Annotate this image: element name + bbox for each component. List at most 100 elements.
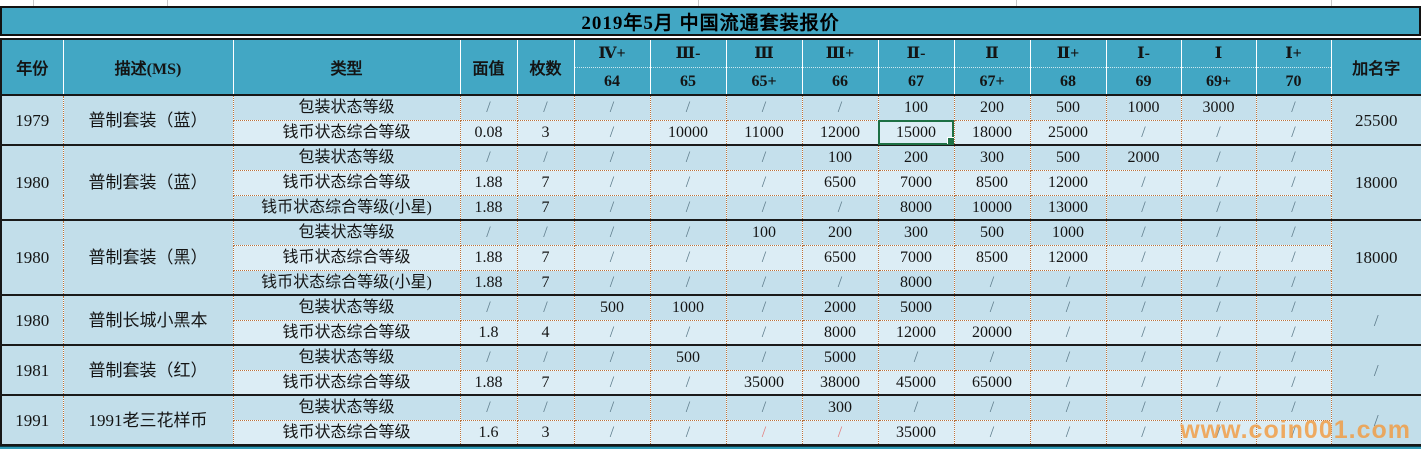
cell-grade-value[interactable]: / xyxy=(1255,119,1332,146)
cell-grade-value[interactable]: / xyxy=(1105,419,1182,446)
cell-extra[interactable]: 25500 xyxy=(1330,94,1421,146)
cell-pieces[interactable]: 4 xyxy=(516,319,575,346)
cell-grade-value[interactable]: / xyxy=(573,119,651,146)
cell-type[interactable]: 包装状态等级 xyxy=(232,219,461,246)
cell-grade-value[interactable]: 500 xyxy=(1029,94,1107,121)
cell-grade-value[interactable]: 6500 xyxy=(801,244,879,271)
cell-grade-value[interactable]: 10000 xyxy=(649,119,727,146)
cell-grade-value[interactable]: / xyxy=(725,344,803,371)
cell-grade-value[interactable]: / xyxy=(1180,419,1257,446)
cell-pieces[interactable]: 7 xyxy=(516,369,575,396)
cell-pieces[interactable]: 7 xyxy=(516,269,575,296)
cell-grade-value[interactable]: 200 xyxy=(877,144,955,171)
cell-grade-value[interactable]: / xyxy=(1255,394,1332,421)
cell-grade-value[interactable]: / xyxy=(725,194,803,221)
cell-grade-value[interactable]: 15000 xyxy=(877,119,955,146)
cell-face-value[interactable]: 1.8 xyxy=(459,319,518,346)
cell-grade-value[interactable]: 300 xyxy=(877,219,955,246)
cell-grade-value[interactable]: / xyxy=(573,319,651,346)
cell-grade-value[interactable]: / xyxy=(649,219,727,246)
cell-grade-value[interactable]: / xyxy=(1255,344,1332,371)
cell-grade-value[interactable]: 18000 xyxy=(953,119,1031,146)
cell-grade-value[interactable]: 300 xyxy=(801,394,879,421)
cell-pieces[interactable]: 3 xyxy=(516,419,575,446)
cell-grade-value[interactable]: / xyxy=(649,144,727,171)
cell-type[interactable]: 钱币状态综合等级(小星) xyxy=(232,194,461,221)
cell-grade-value[interactable]: 5000 xyxy=(877,294,955,321)
column-header-grade[interactable]: Ⅳ+ 64 xyxy=(573,38,651,96)
column-header-grade[interactable]: Ⅰ+ 70 xyxy=(1255,38,1332,96)
cell-type[interactable]: 钱币状态综合等级(小星) xyxy=(232,269,461,296)
cell-type[interactable]: 包装状态等级 xyxy=(232,94,461,121)
cell-face-value[interactable]: / xyxy=(459,94,518,121)
cell-pieces[interactable]: / xyxy=(516,394,575,421)
cell-grade-value[interactable]: / xyxy=(1180,194,1257,221)
cell-grade-value[interactable]: 11000 xyxy=(725,119,803,146)
cell-pieces[interactable]: 7 xyxy=(516,244,575,271)
cell-grade-value[interactable]: / xyxy=(725,294,803,321)
cell-grade-value[interactable]: / xyxy=(953,294,1031,321)
column-header-pieces[interactable]: 枚数 xyxy=(516,38,575,96)
column-header-grade[interactable]: Ⅱ 67+ xyxy=(953,38,1031,96)
cell-extra[interactable]: / xyxy=(1330,394,1421,446)
cell-pieces[interactable]: / xyxy=(516,219,575,246)
cell-grade-value[interactable]: / xyxy=(1255,169,1332,196)
cell-face-value[interactable]: 1.6 xyxy=(459,419,518,446)
cell-grade-value[interactable]: / xyxy=(1180,369,1257,396)
cell-grade-value[interactable]: / xyxy=(1029,294,1107,321)
cell-grade-value[interactable]: / xyxy=(1105,169,1182,196)
cell-grade-value[interactable]: 200 xyxy=(801,219,879,246)
cell-grade-value[interactable]: 300 xyxy=(953,144,1031,171)
cell-grade-value[interactable]: / xyxy=(1255,194,1332,221)
column-header-grade[interactable]: Ⅰ- 69 xyxy=(1105,38,1182,96)
cell-grade-value[interactable]: 8000 xyxy=(877,269,955,296)
cell-grade-value[interactable]: / xyxy=(1180,394,1257,421)
cell-face-value[interactable]: / xyxy=(459,344,518,371)
cell-grade-value[interactable]: 13000 xyxy=(1029,194,1107,221)
cell-grade-value[interactable]: 2000 xyxy=(801,294,879,321)
cell-grade-value[interactable]: / xyxy=(953,344,1031,371)
cell-face-value[interactable]: 1.88 xyxy=(459,369,518,396)
cell-grade-value[interactable]: / xyxy=(953,419,1031,446)
cell-grade-value[interactable]: / xyxy=(1255,369,1332,396)
cell-grade-value[interactable]: 500 xyxy=(573,294,651,321)
cell-face-value[interactable]: / xyxy=(459,144,518,171)
column-header-grade[interactable]: Ⅲ- 65 xyxy=(649,38,727,96)
cell-grade-value[interactable]: / xyxy=(953,269,1031,296)
cell-pieces[interactable]: / xyxy=(516,344,575,371)
cell-grade-value[interactable]: / xyxy=(1105,294,1182,321)
cell-grade-value[interactable]: / xyxy=(725,94,803,121)
cell-grade-value[interactable]: / xyxy=(725,269,803,296)
cell-grade-value[interactable]: / xyxy=(1180,344,1257,371)
cell-grade-value[interactable]: 35000 xyxy=(725,369,803,396)
cell-grade-value[interactable]: / xyxy=(1255,94,1332,121)
cell-grade-value[interactable]: / xyxy=(649,394,727,421)
cell-grade-value[interactable]: / xyxy=(573,394,651,421)
cell-grade-value[interactable]: / xyxy=(573,144,651,171)
cell-face-value[interactable]: 1.88 xyxy=(459,169,518,196)
cell-grade-value[interactable]: / xyxy=(573,419,651,446)
cell-face-value[interactable]: 1.88 xyxy=(459,269,518,296)
cell-grade-value[interactable]: / xyxy=(1180,119,1257,146)
cell-year[interactable]: 1980 xyxy=(0,294,64,346)
cell-grade-value[interactable]: 25000 xyxy=(1029,119,1107,146)
cell-grade-value[interactable]: 2000 xyxy=(1105,144,1182,171)
cell-grade-value[interactable]: / xyxy=(1180,244,1257,271)
cell-description[interactable]: 1991老三花样币 xyxy=(62,394,234,446)
column-header-grade[interactable]: Ⅱ+ 68 xyxy=(1029,38,1107,96)
cell-grade-value[interactable]: / xyxy=(1105,269,1182,296)
column-header-grade[interactable]: Ⅲ+ 66 xyxy=(801,38,879,96)
cell-grade-value[interactable]: / xyxy=(1255,244,1332,271)
cell-grade-value[interactable]: 8500 xyxy=(953,169,1031,196)
cell-description[interactable]: 普制套装（蓝） xyxy=(62,144,234,221)
cell-extra[interactable]: 18000 xyxy=(1330,144,1421,221)
cell-grade-value[interactable]: 12000 xyxy=(877,319,955,346)
cell-grade-value[interactable]: / xyxy=(725,419,803,446)
cell-pieces[interactable]: / xyxy=(516,94,575,121)
cell-grade-value[interactable]: / xyxy=(1029,419,1107,446)
cell-grade-value[interactable]: 12000 xyxy=(1029,169,1107,196)
column-header-grade[interactable]: Ⅲ 65+ xyxy=(725,38,803,96)
cell-type[interactable]: 包装状态等级 xyxy=(232,144,461,171)
cell-grade-value[interactable]: / xyxy=(953,394,1031,421)
cell-grade-value[interactable]: / xyxy=(877,344,955,371)
